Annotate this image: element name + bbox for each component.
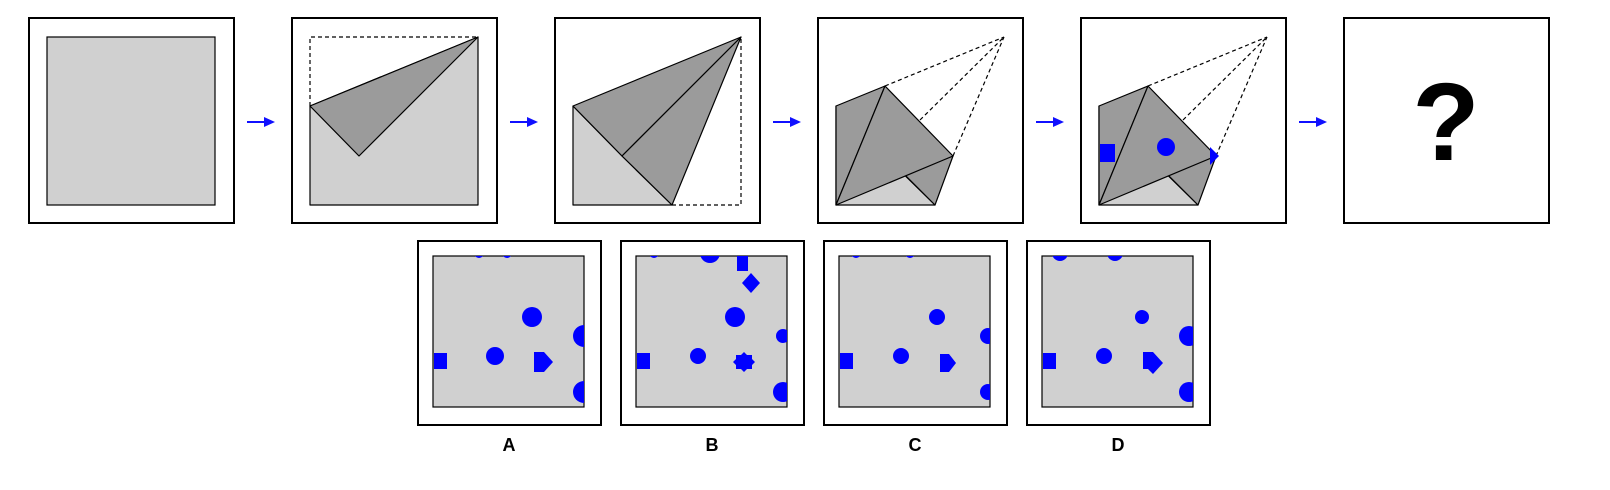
option-label-c: C: [909, 435, 922, 455]
option-d[interactable]: D: [1026, 240, 1211, 455]
step-2-panel: [291, 17, 498, 224]
question-panel: ?: [1343, 17, 1550, 224]
option-label-d: D: [1112, 435, 1125, 455]
second-flap: [621, 36, 742, 206]
option-b[interactable]: B: [620, 240, 805, 455]
option-label-a: A: [503, 435, 516, 455]
option-d-holes: [1043, 256, 1193, 402]
square-hole: [1100, 144, 1115, 162]
step-5-panel: [1080, 17, 1287, 224]
arrow-5: [1299, 117, 1327, 127]
option-c[interactable]: C: [823, 240, 1008, 455]
arrow-1: [247, 117, 275, 127]
circle-hole: [1157, 138, 1175, 156]
arrow-hole: [1210, 147, 1219, 165]
top-flap: [835, 85, 954, 206]
step-1-panel: [28, 17, 235, 224]
arrow-3: [773, 117, 801, 127]
original-outline: [309, 36, 478, 106]
original-outline: [672, 37, 742, 206]
paper-square: [46, 36, 216, 206]
step-4-panel: [817, 17, 1024, 224]
option-b-holes: [637, 256, 787, 402]
option-c-holes: [840, 256, 990, 400]
option-a[interactable]: A: [417, 240, 602, 455]
option-a-holes: [434, 256, 584, 403]
option-label-b: B: [706, 435, 719, 455]
step-3-panel: [554, 17, 761, 224]
folded-flap: [309, 36, 479, 157]
question-mark: ?: [1412, 61, 1479, 184]
arrow-4: [1036, 117, 1064, 127]
arrow-2: [510, 117, 538, 127]
